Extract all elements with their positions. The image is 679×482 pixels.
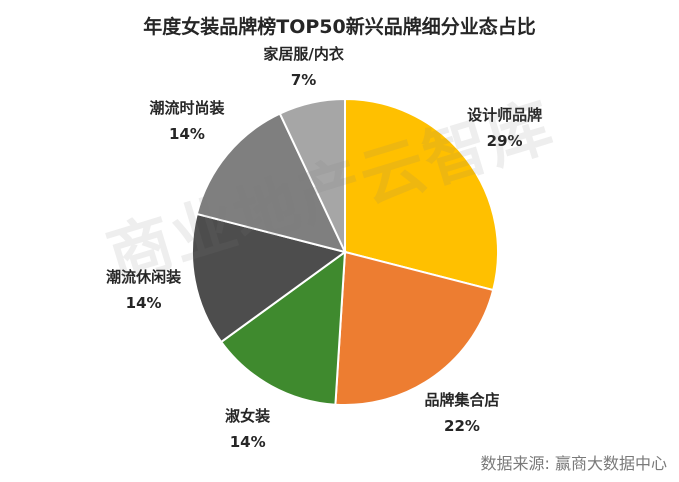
slice-label-2: 淑女装 14% (225, 403, 270, 455)
slice-label-1: 品牌集合店 22% (424, 387, 499, 439)
source-value: 赢商大数据中心 (554, 454, 667, 473)
slice-value: 7% (290, 70, 317, 89)
source-label: 数据来源: (480, 454, 550, 473)
pie-slice-1 (334, 250, 495, 407)
slice-value: 14% (229, 433, 266, 451)
slice-value: 22% (444, 417, 480, 435)
pie-slice-0 (344, 97, 499, 292)
slice-label-4: 潮流时尚装 14% (149, 95, 224, 147)
slice-label-0: 设计师品牌 29% (467, 102, 542, 154)
slice-value: 29% (486, 132, 523, 151)
chart-title: 年度女装品牌榜TOP50新兴品牌细分业态占比 (143, 16, 536, 38)
source-note: 数据来源: 赢商大数据中心 (480, 450, 667, 474)
slice-category: 品牌集合店 (424, 391, 500, 409)
slice-category: 淑女装 (225, 407, 271, 425)
slice-label-3: 潮流休闲装 14% (106, 264, 181, 316)
slice-category: 家居服/内衣 (263, 44, 344, 63)
slice-category: 潮流时尚装 (149, 99, 225, 118)
pie-slice-2 (219, 249, 347, 406)
pie-slice-3 (191, 212, 348, 344)
slice-category: 设计师品牌 (467, 106, 543, 125)
slice-category: 潮流休闲装 (106, 268, 182, 287)
slice-value: 14% (125, 294, 162, 313)
slice-value: 14% (169, 125, 205, 144)
slice-label-5: 家居服/内衣 7% (263, 41, 343, 93)
pie-slice-5 (278, 97, 346, 253)
pie-slice-4 (195, 112, 347, 254)
